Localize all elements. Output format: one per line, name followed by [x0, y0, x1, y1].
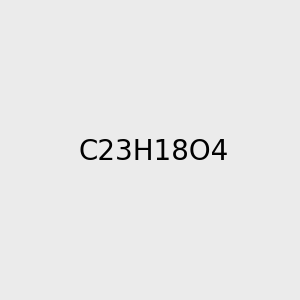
Text: C23H18O4: C23H18O4 [79, 137, 229, 166]
